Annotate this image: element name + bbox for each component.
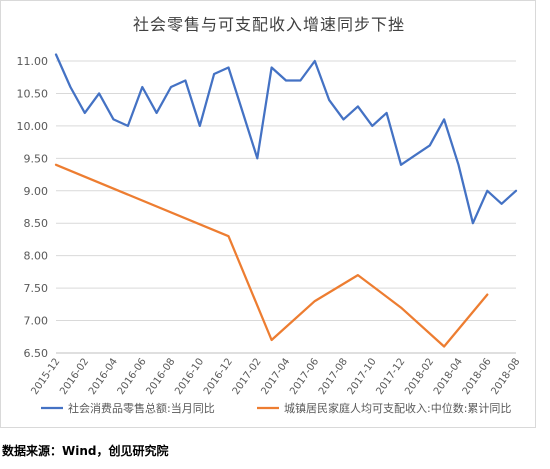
y-tick-label: 7.50	[24, 282, 49, 295]
y-tick-label: 9.00	[24, 185, 49, 198]
y-tick-label: 7.00	[24, 315, 49, 328]
chart-frame: 社会零售与可支配收入增速同步下挫 6.50 7.00 7.50 8.00 8.50 9.0…	[0, 0, 536, 428]
y-tick-label: 10.50	[17, 87, 49, 100]
legend-disposable-income-label: 城镇居民家庭人均可支配收入:中位数:累计同比	[284, 401, 511, 415]
x-tick-label: 2018-08	[489, 356, 522, 397]
series-disposable-income-line	[54, 163, 489, 348]
source-note: 数据来源：Wind，创见研究院	[2, 444, 169, 458]
legend-retail-sales-label: 社会消费品零售总额:当月同比	[68, 401, 215, 415]
line-chart: 6.50 7.00 7.50 8.00 8.50 9.00 9.50 10.00 10.50 11…	[17, 53, 522, 415]
chart-title: 社会零售与可支配收入增速同步下挫	[132, 15, 405, 34]
y-tick-label: 8.00	[24, 250, 49, 263]
y-tick-label: 8.50	[24, 217, 49, 230]
y-tick-label: 10.00	[17, 120, 49, 133]
y-tick-label: 9.50	[24, 152, 49, 165]
y-tick-label: 6.50	[24, 347, 49, 360]
y-tick-label: 11.00	[17, 55, 49, 68]
series-retail-sales-line	[54, 53, 518, 225]
